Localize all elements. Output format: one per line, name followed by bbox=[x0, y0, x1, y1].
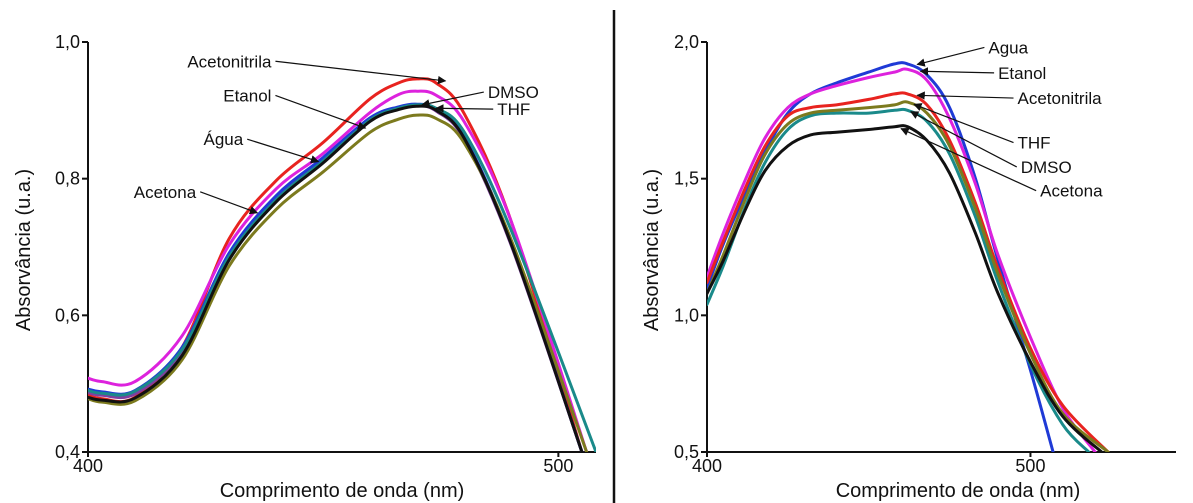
y-tick-label: 1,0 bbox=[674, 305, 699, 325]
series-label-acetonitrila: Acetonitrila bbox=[187, 52, 272, 71]
label-arrow-agua bbox=[247, 138, 320, 164]
series-line-acetona bbox=[88, 113, 589, 452]
label-arrow-acetonitrila bbox=[916, 91, 1014, 100]
plot-area-left: 0,4 0,6 0,8 1,0 400 500 Acetonitrila DMSO Etanol… bbox=[55, 32, 596, 476]
series-label-agua: Agua bbox=[988, 38, 1028, 57]
series-label-thf: THF bbox=[497, 100, 530, 119]
series-line-dmso bbox=[88, 103, 584, 452]
label-arrow-etanol bbox=[275, 94, 367, 130]
x-tick-label: 500 bbox=[543, 456, 573, 476]
y-tick-label: 0,8 bbox=[55, 169, 80, 189]
series-label-acetonitrila: Acetonitrila bbox=[1018, 89, 1103, 108]
series-line-agua bbox=[707, 61, 1055, 452]
series-label-agua: Água bbox=[204, 130, 244, 149]
plot-area-right: 0,5 1,0 1,5 2,0 400 500 Agua Etanol Acetonitrila… bbox=[674, 32, 1176, 476]
series-line-acetona bbox=[707, 124, 1104, 452]
label-arrow-dmso bbox=[421, 91, 484, 108]
series-label-acetona: Acetona bbox=[1040, 182, 1103, 201]
series-label-thf: THF bbox=[1018, 134, 1051, 153]
series-label-dmso: DMSO bbox=[1021, 158, 1072, 177]
series-line-agua bbox=[88, 102, 584, 452]
y-tick-label: 2,0 bbox=[674, 32, 699, 52]
chart-solvents-left: 0,4 0,6 0,8 1,0 400 500 Acetonitrila DMSO Etanol… bbox=[13, 32, 596, 502]
x-axis-title-right: Comprimento de onda (nm) bbox=[836, 480, 1081, 502]
label-arrow-acetona bbox=[199, 191, 259, 215]
series-line-etanol bbox=[707, 67, 1097, 452]
x-tick-label: 400 bbox=[73, 456, 103, 476]
y-axis-title-left: Absorvância (u.a.) bbox=[13, 169, 35, 331]
series-line-series-6 bbox=[88, 104, 584, 452]
series-lines bbox=[707, 61, 1110, 452]
x-tick-label: 500 bbox=[1015, 456, 1045, 476]
label-arrow-etanol bbox=[919, 67, 995, 76]
y-tick-label: 1,5 bbox=[674, 169, 699, 189]
series-line-acetonitrila bbox=[88, 77, 584, 452]
y-tick-label: 0,4 bbox=[55, 442, 80, 462]
series-label-dmso: DMSO bbox=[488, 83, 539, 102]
label-arrow-acetonitrila bbox=[275, 60, 447, 85]
chart-solvents-right: 0,5 1,0 1,5 2,0 400 500 Agua Etanol Acetonitrila… bbox=[641, 32, 1176, 502]
series-lines bbox=[88, 77, 596, 452]
y-tick-label: 1,0 bbox=[55, 32, 80, 52]
x-axis-title-left: Comprimento de onda (nm) bbox=[220, 480, 465, 502]
series-line-thf bbox=[707, 107, 1091, 452]
series-label-acetona: Acetona bbox=[134, 183, 197, 202]
label-arrow-dmso bbox=[910, 111, 1018, 168]
x-tick-label: 400 bbox=[692, 456, 722, 476]
label-arrow-agua bbox=[916, 46, 985, 67]
series-line-acetonitrila bbox=[707, 91, 1110, 452]
y-tick-label: 0,5 bbox=[674, 442, 699, 462]
y-tick-label: 0,6 bbox=[55, 305, 80, 325]
y-axis-title-right: Absorvância (u.a.) bbox=[641, 169, 663, 331]
label-arrow-thf bbox=[435, 104, 494, 113]
label-arrow-acetona bbox=[900, 127, 1037, 192]
series-label-etanol: Etanol bbox=[998, 64, 1046, 83]
series-line-etanol bbox=[88, 89, 589, 452]
series-label-etanol: Etanol bbox=[223, 86, 271, 105]
label-arrow-thf bbox=[913, 103, 1014, 144]
series-line-dmso bbox=[707, 100, 1110, 452]
